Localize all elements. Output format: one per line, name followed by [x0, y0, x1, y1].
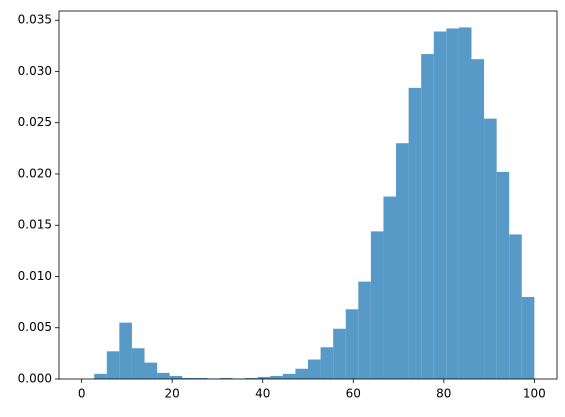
- y-tick-label: 0.030: [18, 64, 52, 78]
- x-tick-label: 100: [523, 387, 546, 401]
- bar: [106, 351, 120, 379]
- bar: [169, 375, 183, 379]
- bar: [433, 31, 447, 379]
- x-tick-label: 80: [436, 387, 451, 401]
- bar: [144, 362, 158, 379]
- bar: [94, 373, 107, 379]
- bar: [157, 372, 170, 379]
- bar: [194, 377, 208, 379]
- plot-frame: [58, 10, 558, 380]
- bar: [333, 328, 346, 379]
- bar: [509, 234, 522, 379]
- x-tick-label: 40: [255, 387, 270, 401]
- bar: [270, 375, 283, 379]
- bar: [182, 377, 195, 379]
- bar: [408, 87, 422, 380]
- bar: [308, 359, 321, 379]
- y-tick-label: 0.005: [18, 320, 52, 334]
- y-tick-label: 0.000: [18, 372, 52, 386]
- bar: [245, 377, 258, 379]
- y-tick-label: 0.010: [18, 269, 52, 283]
- y-tick-label: 0.015: [18, 218, 52, 232]
- x-tick-label: 0: [78, 387, 86, 401]
- y-tick-label: 0.025: [18, 115, 52, 129]
- bar: [219, 377, 233, 379]
- bar: [446, 28, 459, 380]
- bar: [496, 171, 510, 379]
- bar: [119, 322, 132, 379]
- x-tick-label: 20: [165, 387, 180, 401]
- y-tick-label: 0.035: [18, 13, 52, 27]
- bar: [421, 54, 434, 380]
- bar: [320, 347, 334, 379]
- bar: [471, 59, 485, 379]
- bar: [521, 296, 535, 379]
- bar: [257, 376, 271, 379]
- bar: [370, 231, 384, 379]
- bar: [458, 27, 472, 379]
- bar: [383, 196, 397, 379]
- bar: [282, 373, 296, 379]
- bar: [295, 368, 308, 379]
- bar: [358, 281, 371, 379]
- bar: [396, 143, 409, 379]
- bar: [345, 309, 359, 379]
- bar: [131, 348, 145, 379]
- y-tick-label: 0.020: [18, 166, 52, 180]
- bar: [484, 118, 497, 379]
- x-tick-label: 60: [346, 387, 361, 401]
